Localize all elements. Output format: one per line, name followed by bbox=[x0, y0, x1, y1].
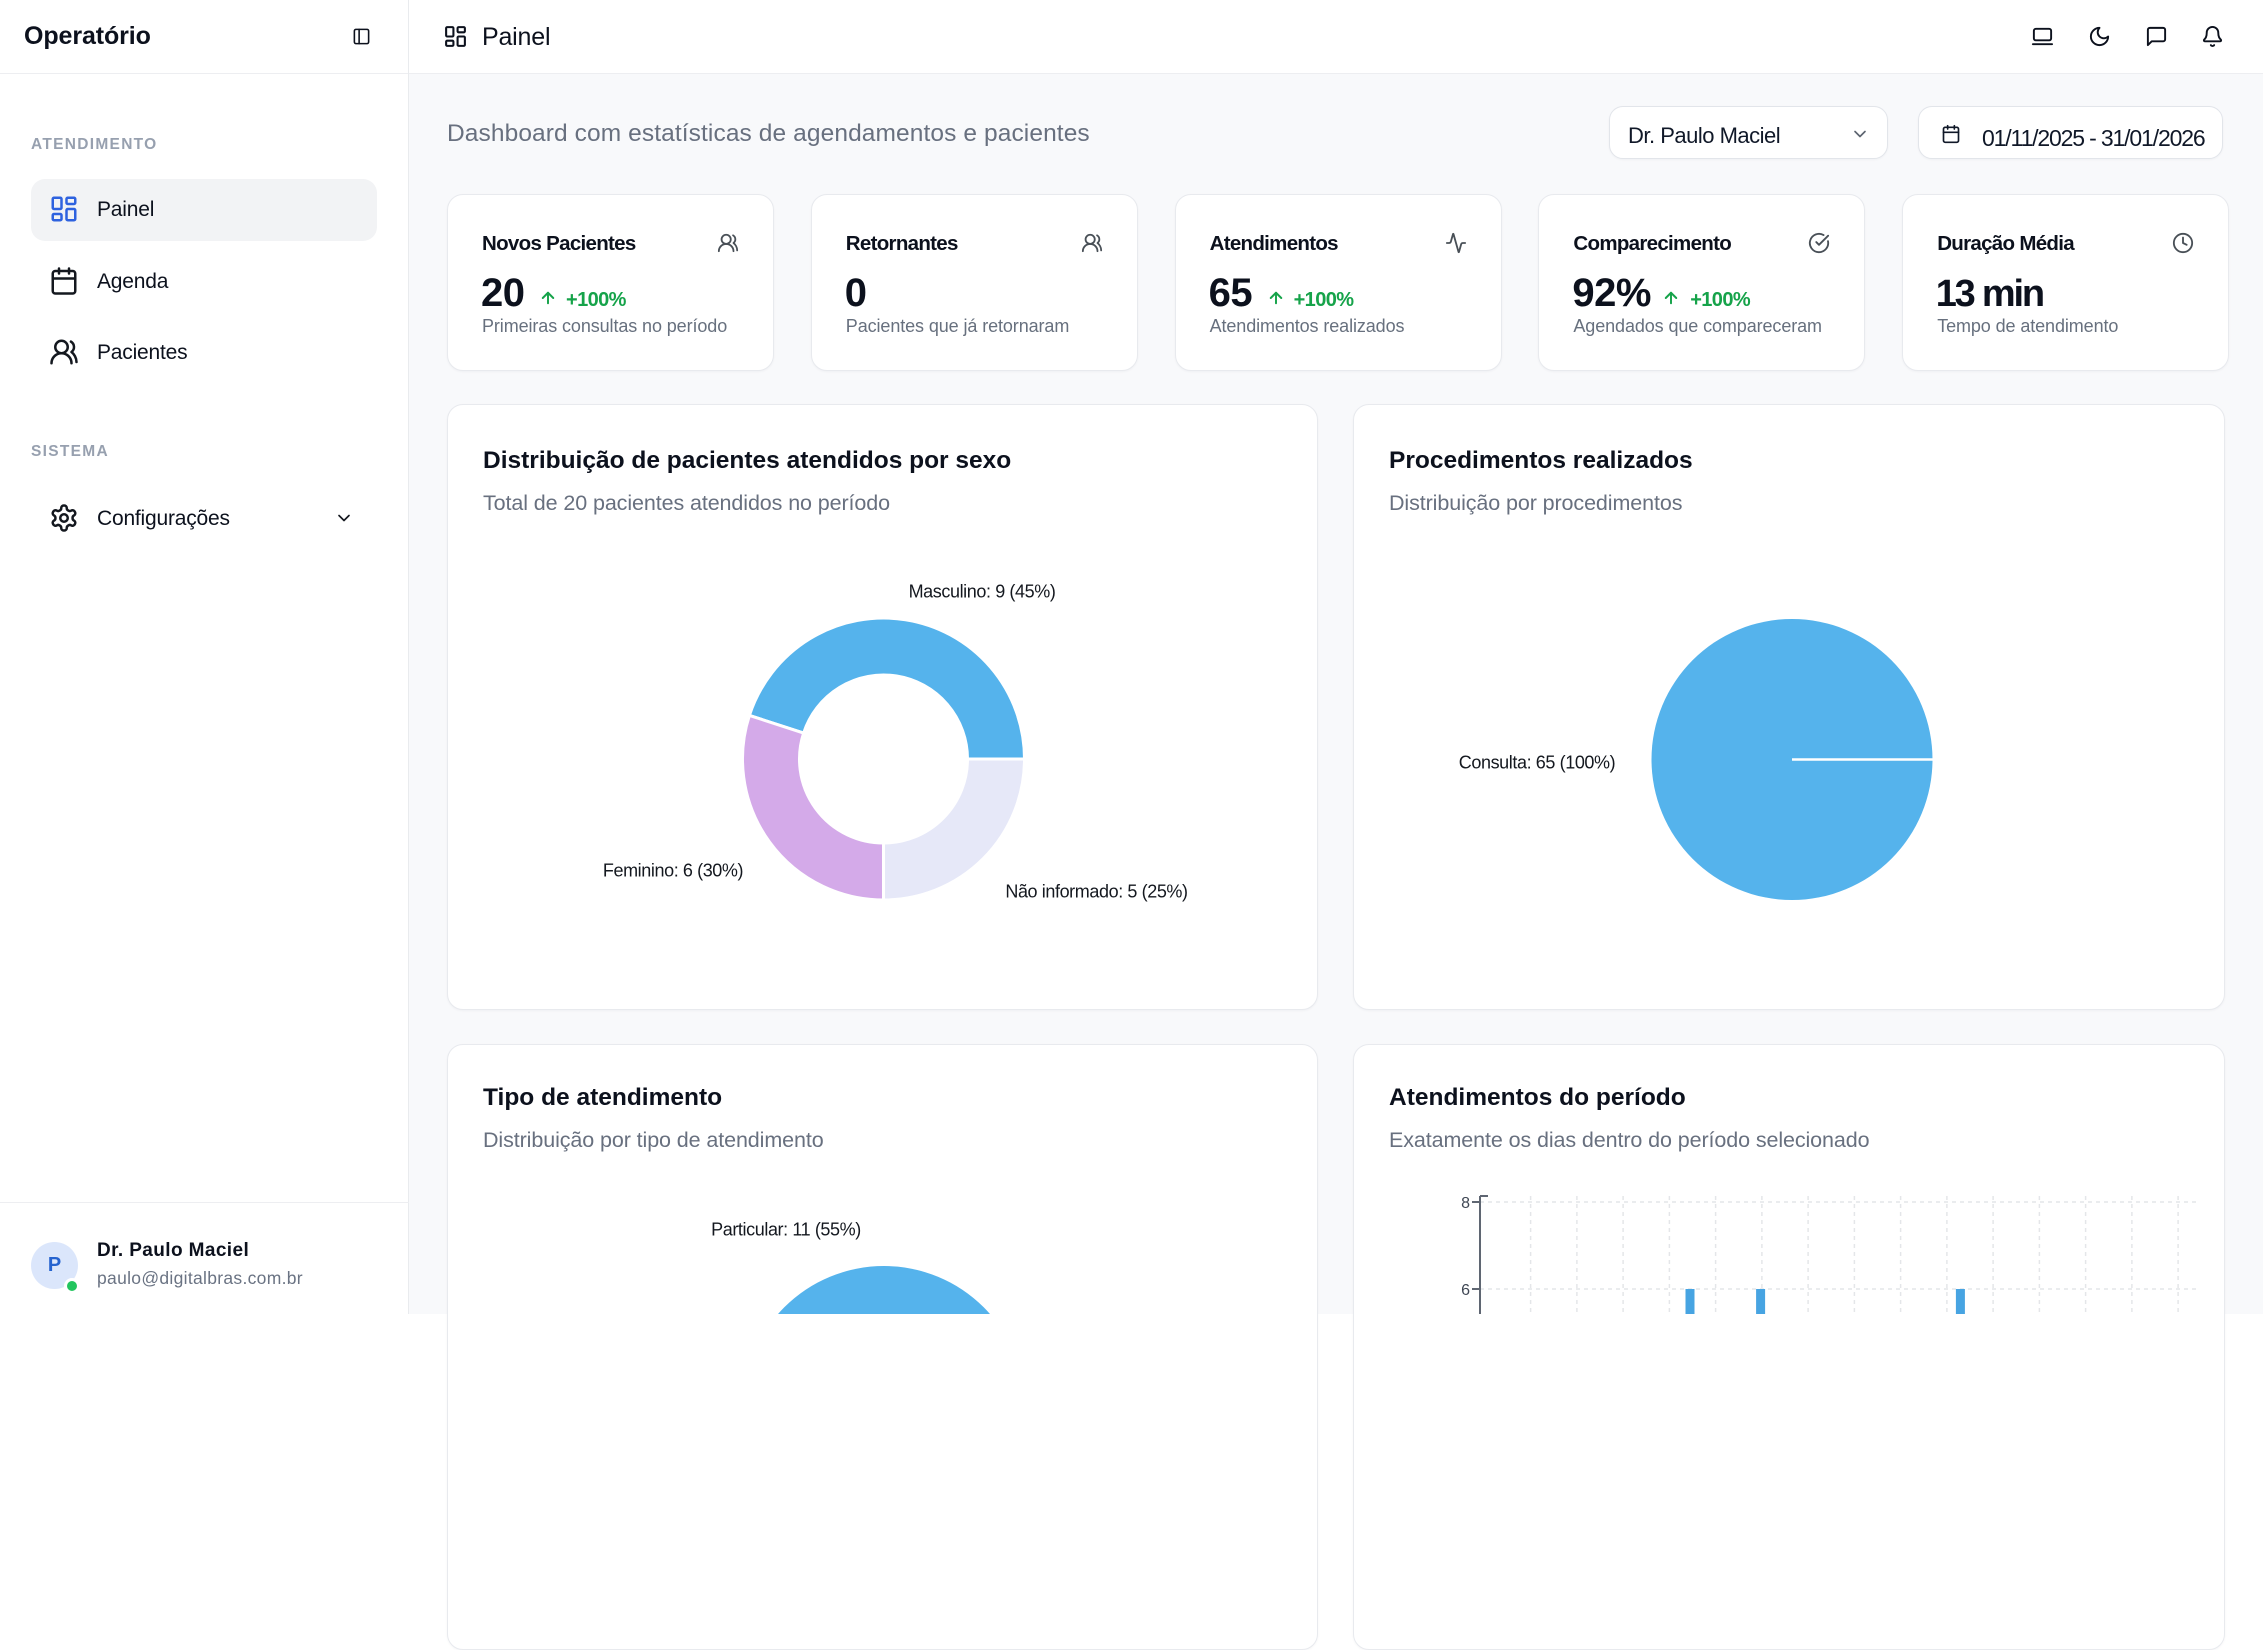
svg-text:Feminino: 6 (30%): Feminino: 6 (30%) bbox=[603, 861, 743, 881]
svg-text:6: 6 bbox=[1461, 1282, 1470, 1299]
svg-text:Particular: 11 (55%): Particular: 11 (55%) bbox=[711, 1220, 861, 1240]
svg-text:8: 8 bbox=[1461, 1195, 1470, 1212]
svg-text:Consulta: 65 (100%): Consulta: 65 (100%) bbox=[1459, 753, 1616, 773]
svg-text:Não informado: 5 (25%): Não informado: 5 (25%) bbox=[1005, 882, 1187, 902]
svg-text:Masculino: 9 (45%): Masculino: 9 (45%) bbox=[909, 582, 1056, 602]
